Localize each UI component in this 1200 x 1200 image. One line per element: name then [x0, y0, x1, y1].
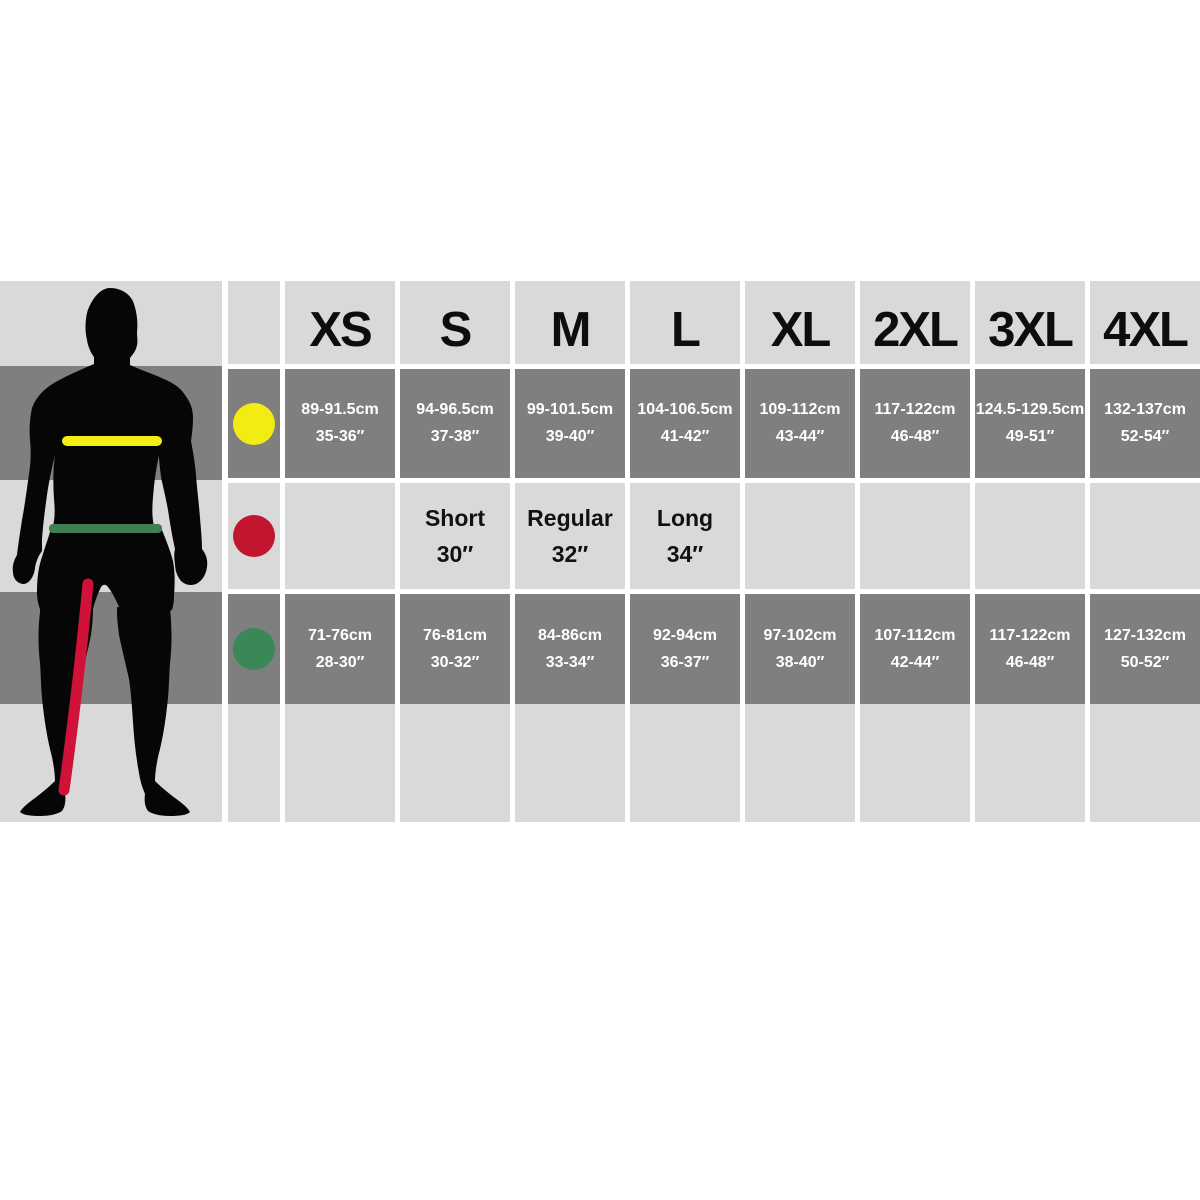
inch-value: 37-38″ — [430, 428, 480, 445]
inch-value: 32″ — [551, 540, 589, 567]
measurement-cell: 94-96.5cm 37-38″ — [400, 369, 510, 478]
bottom-empty-row — [228, 704, 1200, 822]
cm-value: 99-101.5cm — [526, 401, 614, 418]
yellow-chest-line — [62, 436, 162, 446]
empty-cell — [400, 704, 510, 822]
measurement-cell: 84-86cm 33-34″ — [515, 594, 625, 704]
inch-value: 36-37″ — [660, 653, 710, 671]
cm-value: 117-122cm — [874, 401, 956, 418]
empty-cell — [975, 704, 1085, 822]
cm-value: 94-96.5cm — [416, 401, 494, 418]
green-measure-row: 71-76cm 28-30″ 76-81cm 30-32″ 84-86cm 33… — [228, 594, 1200, 704]
measurement-cell: 127-132cm 50-52″ — [1090, 594, 1200, 704]
body-silhouette — [12, 288, 208, 816]
size-header-2xl: 2XL — [860, 281, 970, 364]
empty-cell — [1090, 704, 1200, 822]
empty-cell — [515, 704, 625, 822]
measurement-cell — [285, 483, 395, 589]
size-header-l: L — [630, 281, 740, 364]
inch-value: 46-48″ — [890, 428, 940, 445]
yellow-measure-dot — [233, 402, 275, 445]
cm-value: 84-86cm — [537, 626, 603, 644]
inch-value: 33-34″ — [545, 653, 595, 671]
inch-value: 41-42″ — [660, 428, 710, 445]
empty-cell — [860, 704, 970, 822]
green-measure-dot — [233, 628, 275, 670]
inch-value: 42-44″ — [890, 653, 940, 671]
silhouette-path — [12, 288, 208, 816]
cm-value: 132-137cm — [1104, 401, 1186, 418]
size-header-xl: XL — [745, 281, 855, 364]
cm-value: 127-132cm — [1104, 626, 1186, 644]
measurement-cell: 124.5-129.5cm 49-51″ — [975, 369, 1085, 478]
length-label: Short — [424, 504, 486, 531]
red-dot-cell — [228, 483, 280, 589]
green-dot-cell — [228, 594, 280, 704]
inch-value: 39-40″ — [545, 428, 595, 445]
measurement-cell: 104-106.5cm 41-42″ — [630, 369, 740, 478]
header-dot-spacer — [228, 281, 280, 364]
measurement-cell: 97-102cm 38-40″ — [745, 594, 855, 704]
inch-value: 43-44″ — [775, 428, 825, 445]
inch-value: 30″ — [436, 540, 474, 567]
inch-value: 52-54″ — [1120, 428, 1170, 445]
cm-value: 104-106.5cm — [637, 401, 733, 418]
measurement-cell: 71-76cm 28-30″ — [285, 594, 395, 704]
yellow-measure-row: 89-91.5cm 35-36″ 94-96.5cm 37-38″ 99-101… — [228, 369, 1200, 478]
red-inseam-line — [58, 578, 94, 796]
cm-value: 117-122cm — [989, 626, 1071, 644]
inch-value: 38-40″ — [775, 653, 825, 671]
red-measure-row: Short 30″ Regular 32″ Long 34″ — [228, 483, 1200, 589]
cm-value: 97-102cm — [763, 626, 837, 644]
measurement-cell: 99-101.5cm 39-40″ — [515, 369, 625, 478]
measurement-cell: Short 30″ — [400, 483, 510, 589]
green-waist-line — [49, 524, 162, 533]
measurement-cell — [860, 483, 970, 589]
inch-value: 30-32″ — [430, 653, 480, 671]
cm-value: 71-76cm — [307, 626, 373, 644]
measurement-cell: 117-122cm 46-48″ — [860, 369, 970, 478]
measurement-cell — [975, 483, 1085, 589]
red-measure-dot — [233, 515, 275, 557]
measurement-cell: 109-112cm 43-44″ — [745, 369, 855, 478]
size-header-row: XS S M L XL 2XL 3XL 4XL — [228, 281, 1200, 364]
cm-value: 124.5-129.5cm — [975, 401, 1085, 418]
measurement-cell: 117-122cm 46-48″ — [975, 594, 1085, 704]
inch-value: 35-36″ — [315, 428, 365, 445]
cm-value: 109-112cm — [759, 401, 841, 418]
measurement-cell: 89-91.5cm 35-36″ — [285, 369, 395, 478]
inch-value: 34″ — [666, 540, 704, 567]
cm-value: 107-112cm — [874, 626, 956, 644]
measurement-cell: Long 34″ — [630, 483, 740, 589]
size-header-3xl: 3XL — [975, 281, 1085, 364]
size-table: XS S M L XL 2XL 3XL 4XL 89-91.5cm 35-36″… — [228, 281, 1200, 822]
inch-value: 49-51″ — [1005, 428, 1055, 445]
size-header-s: S — [400, 281, 510, 364]
cm-value: 89-91.5cm — [301, 401, 379, 418]
empty-cell — [745, 704, 855, 822]
size-header-4xl: 4XL — [1090, 281, 1200, 364]
empty-cell — [630, 704, 740, 822]
cm-value: 92-94cm — [652, 626, 718, 644]
measurement-cell: 132-137cm 52-54″ — [1090, 369, 1200, 478]
inch-value: 46-48″ — [1005, 653, 1055, 671]
band-waist-dark — [0, 592, 222, 704]
measurement-cell — [1090, 483, 1200, 589]
measurement-cell: Regular 32″ — [515, 483, 625, 589]
measurement-cell: 92-94cm 36-37″ — [630, 594, 740, 704]
measurement-cell — [745, 483, 855, 589]
empty-cell — [285, 704, 395, 822]
length-label: Long — [656, 504, 714, 531]
size-header-m: M — [515, 281, 625, 364]
empty-cell — [228, 704, 280, 822]
length-label: Regular — [527, 504, 613, 531]
cm-value: 76-81cm — [422, 626, 488, 644]
inch-value: 50-52″ — [1120, 653, 1170, 671]
yellow-dot-cell — [228, 369, 280, 478]
measurement-cell: 107-112cm 42-44″ — [860, 594, 970, 704]
size-header-xs: XS — [285, 281, 395, 364]
measurement-cell: 76-81cm 30-32″ — [400, 594, 510, 704]
inch-value: 28-30″ — [315, 653, 365, 671]
